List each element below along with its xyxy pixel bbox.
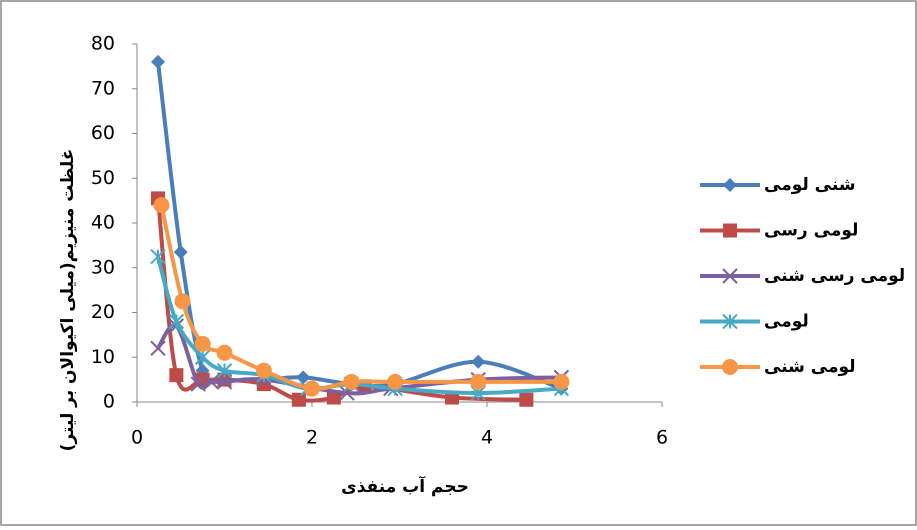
marker <box>150 340 166 357</box>
marker <box>216 374 233 390</box>
legend-label: لومی رسی شنی <box>764 266 905 286</box>
marker <box>169 368 184 383</box>
marker <box>326 390 341 405</box>
marker <box>387 373 404 390</box>
marker <box>216 362 233 379</box>
marker <box>519 392 534 407</box>
legend-label: لومی <box>764 312 809 332</box>
marker <box>190 376 206 392</box>
marker <box>304 380 320 397</box>
marker <box>723 178 737 192</box>
y-tick-label: 80 <box>91 33 115 55</box>
marker <box>291 392 306 407</box>
legend-label: لومی شنی <box>764 357 856 377</box>
marker <box>471 354 486 369</box>
marker <box>194 335 211 352</box>
marker <box>722 268 738 284</box>
y-tick-label: 40 <box>91 212 115 234</box>
marker <box>255 362 272 379</box>
y-tick-label: 10 <box>91 346 115 368</box>
marker <box>168 313 185 330</box>
marker <box>470 373 487 390</box>
marker <box>216 344 233 361</box>
marker <box>203 374 220 390</box>
x-tick-label: 0 <box>131 427 143 449</box>
marker <box>343 373 360 390</box>
y-tick-label: 30 <box>91 256 115 278</box>
x-tick-label: 6 <box>656 427 668 449</box>
marker <box>296 370 311 385</box>
marker <box>722 313 738 330</box>
marker <box>150 248 166 265</box>
legend-label: لومی رسی <box>764 221 858 241</box>
marker <box>174 293 191 310</box>
marker <box>151 54 165 69</box>
y-tick-label: 0 <box>103 391 115 413</box>
x-tick-label: 2 <box>306 427 318 449</box>
y-axis-title: غلظت منیزیم(میلی اکیوالان بر لیتر) <box>58 149 78 452</box>
x-axis-title: حجم آب منفذی <box>341 475 469 497</box>
series-line <box>159 204 562 391</box>
legend-label: شنی لومی <box>764 175 856 195</box>
marker <box>553 373 570 390</box>
marker <box>722 359 738 375</box>
marker <box>173 245 188 260</box>
marker <box>723 223 737 238</box>
y-tick-label: 60 <box>91 122 115 144</box>
x-tick-label: 4 <box>481 427 493 449</box>
y-tick-label: 70 <box>91 77 115 99</box>
marker <box>194 349 211 365</box>
y-tick-label: 20 <box>91 301 115 323</box>
y-tick-label: 50 <box>91 167 115 189</box>
marker <box>153 197 170 214</box>
